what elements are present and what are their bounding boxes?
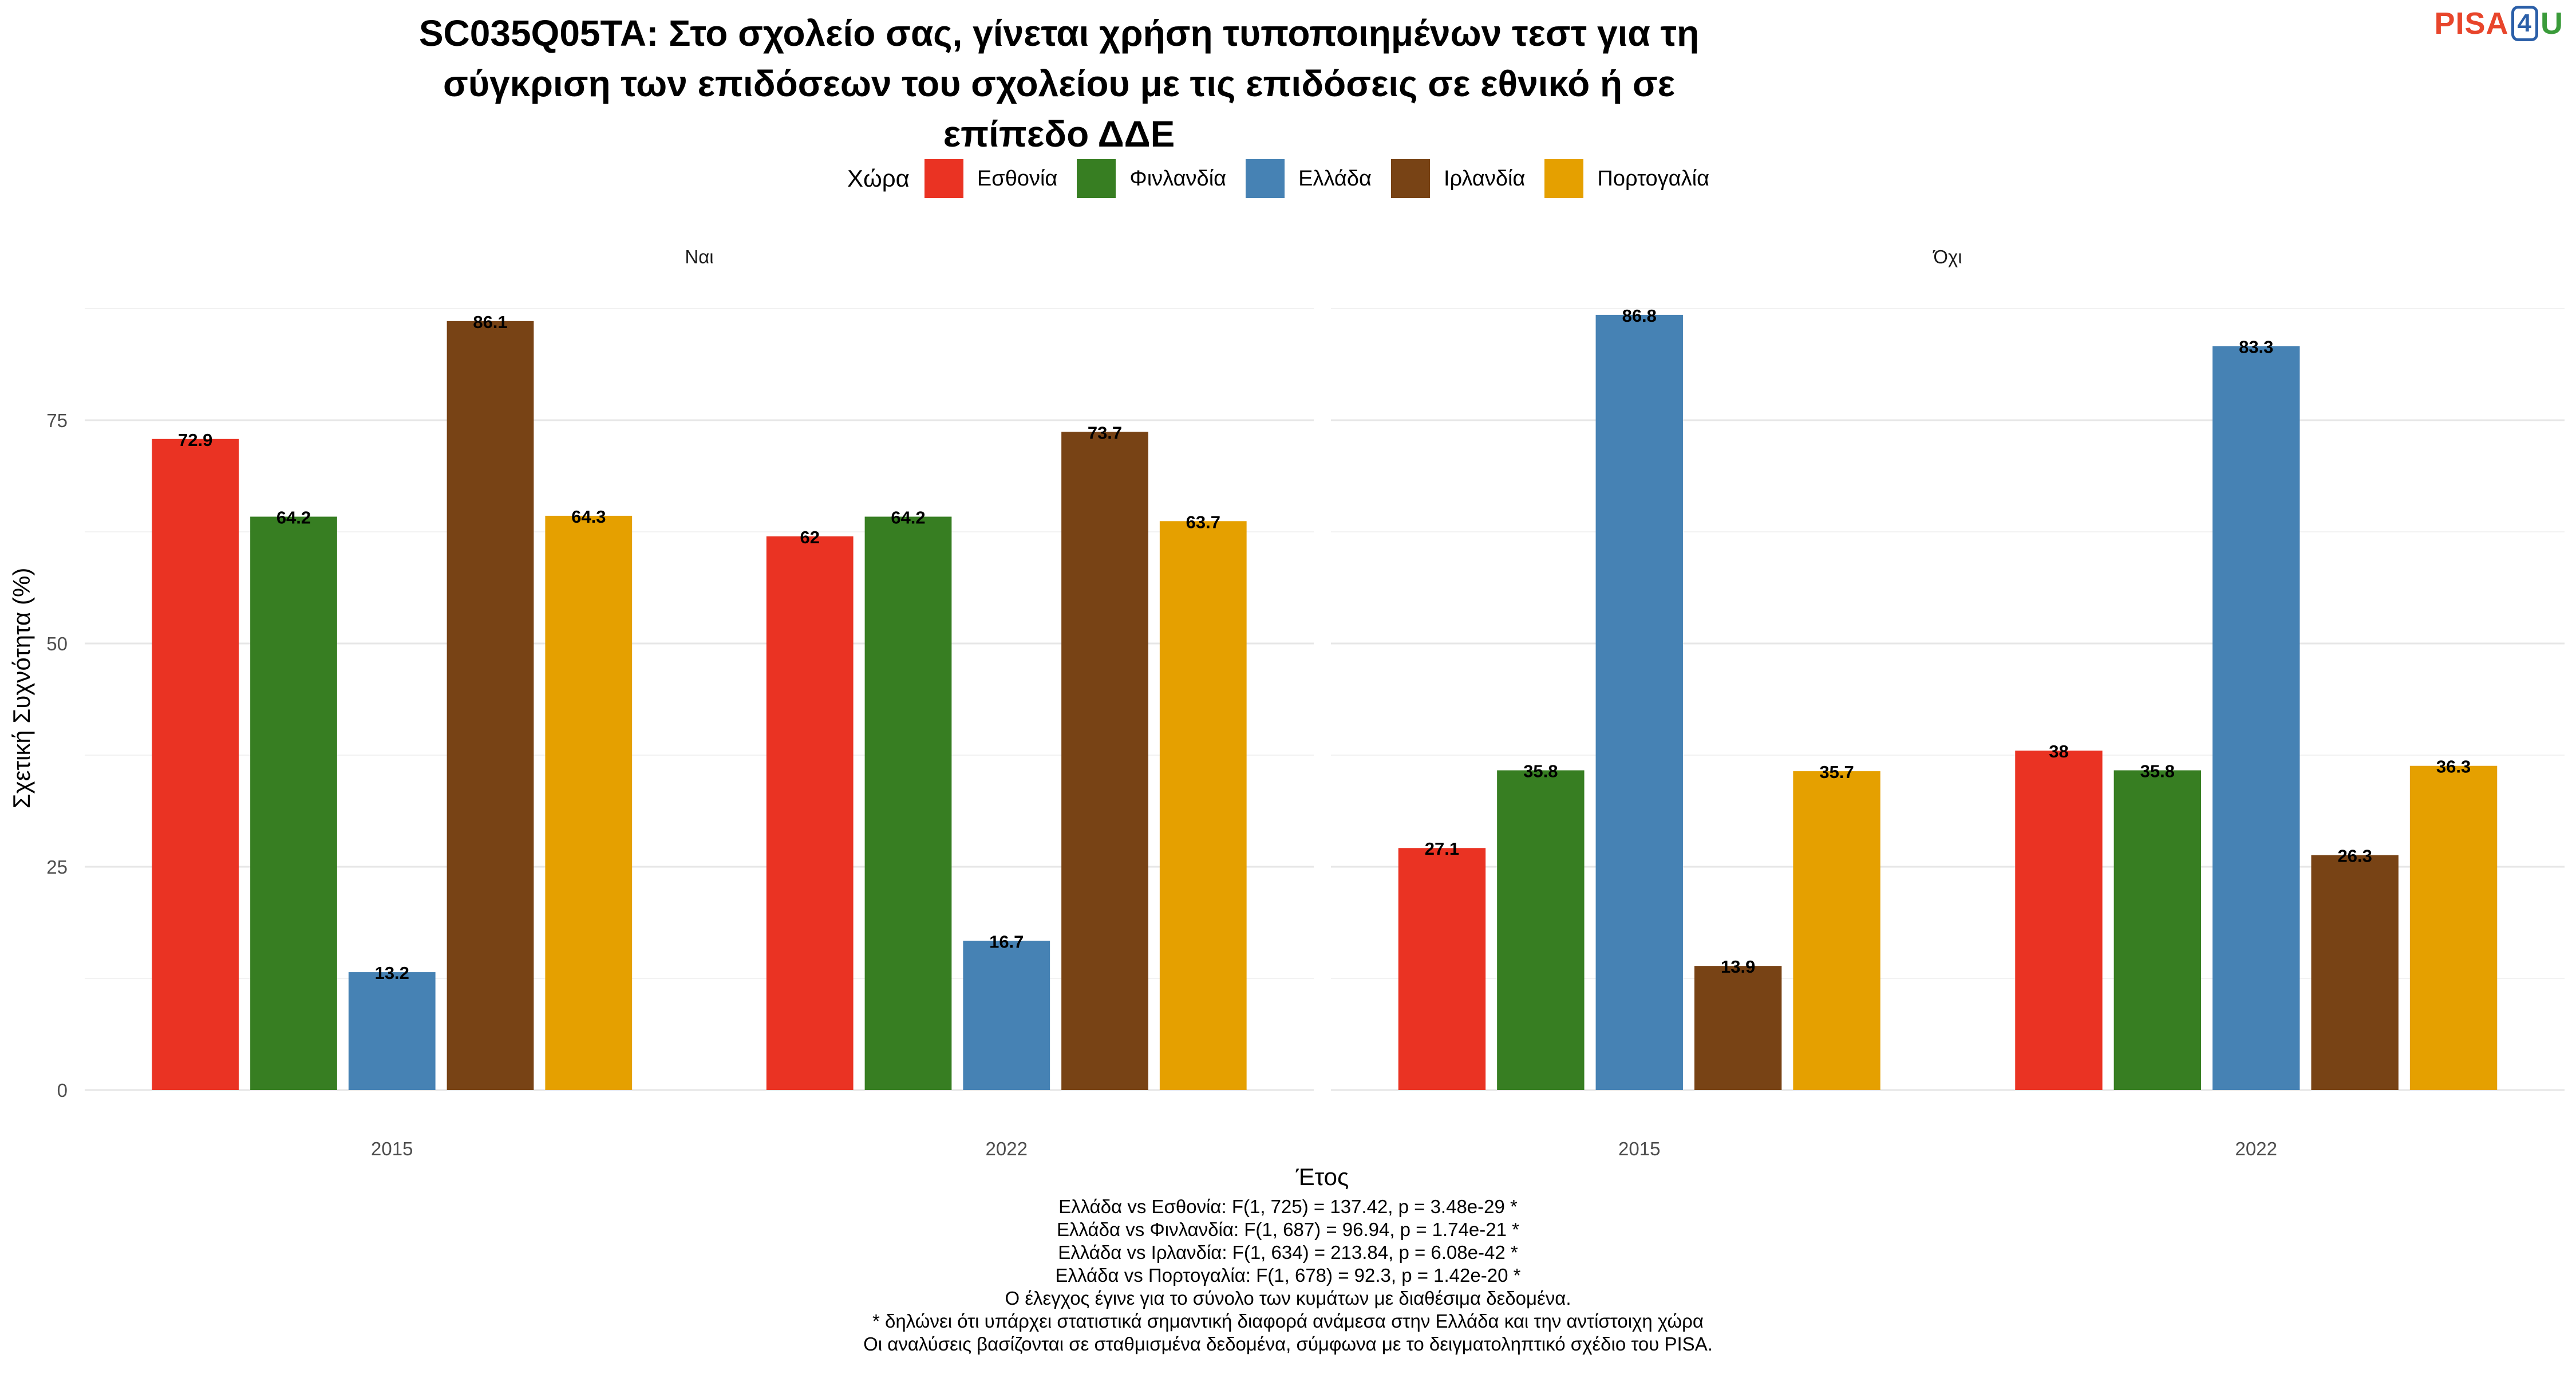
x-axis-label: Έτος <box>1295 1163 1349 1190</box>
legend-label: Εσθονία <box>977 166 1058 191</box>
data-label: 72.9 <box>178 430 212 450</box>
bar <box>2212 346 2300 1090</box>
data-label: 13.9 <box>1721 957 1755 977</box>
bar <box>1595 314 1683 1091</box>
data-label: 13.2 <box>375 963 409 983</box>
data-label: 35.8 <box>1523 761 1558 781</box>
bar <box>1793 771 1880 1090</box>
logo-text-left: PISA <box>2434 6 2509 41</box>
bar <box>545 515 633 1090</box>
bar <box>1159 521 1247 1090</box>
data-label: 35.8 <box>2140 761 2175 781</box>
x-tick-label: 2022 <box>2235 1138 2277 1159</box>
x-tick-label: 2015 <box>1618 1138 1660 1159</box>
data-label: 63.7 <box>1186 512 1220 532</box>
bar <box>1398 848 1486 1090</box>
legend-item: Ιρλανδία <box>1391 159 1525 198</box>
bar <box>250 516 337 1090</box>
legend-label: Φινλανδία <box>1129 166 1227 191</box>
data-label: 36.3 <box>2436 757 2471 777</box>
x-tick-label: 2022 <box>986 1138 1028 1159</box>
bar <box>864 516 952 1090</box>
bar <box>348 972 436 1090</box>
y-axis-label: Σχετική Συχνότητα (%) <box>8 568 35 809</box>
bar <box>1497 770 1585 1090</box>
data-label: 27.1 <box>1425 839 1459 859</box>
legend-item: Φινλανδία <box>1077 159 1226 198</box>
bar <box>152 439 239 1090</box>
legend-swatch <box>1391 159 1430 198</box>
panel-label: Ναι <box>685 246 713 267</box>
data-label: 64.3 <box>571 507 606 527</box>
footnote-line: Ελλάδα vs Ιρλανδία: F(1, 634) = 213.84, … <box>1058 1242 1518 1263</box>
data-label: 86.8 <box>1622 306 1657 326</box>
data-label: 62 <box>800 527 819 547</box>
legend-label: Ιρλανδία <box>1444 166 1526 191</box>
bar <box>2015 751 2103 1090</box>
data-label: 16.7 <box>989 931 1024 951</box>
y-tick-label: 50 <box>46 633 68 654</box>
legend-swatch <box>1077 159 1116 198</box>
pisa4u-logo: PISA 4 U <box>2434 6 2563 41</box>
title-line: επίπεδο ΔΔΕ <box>943 113 1175 155</box>
legend-item: Πορτογαλία <box>1544 159 1709 198</box>
legend-item: Ελλάδα <box>1246 159 1372 198</box>
legend-swatch <box>1246 159 1285 198</box>
legend: Χώρα Εσθονία Φινλανδία Ελλάδα Ιρλανδία Π… <box>0 159 2576 198</box>
y-tick-label: 75 <box>46 410 68 431</box>
data-label: 86.1 <box>473 312 507 332</box>
bar <box>1694 966 1782 1090</box>
bar <box>766 536 854 1090</box>
y-tick-label: 0 <box>57 1080 68 1101</box>
x-tick-label: 2015 <box>371 1138 413 1159</box>
chart-title: SC035Q05TA: Στο σχολείο σας, γίνεται χρή… <box>372 8 1746 159</box>
data-label: 38 <box>2049 741 2068 761</box>
title-line: σύγκριση των επιδόσεων του σχολείου με τ… <box>443 63 1675 104</box>
bar <box>2113 770 2202 1090</box>
logo-text-middle: 4 <box>2511 6 2538 41</box>
bar <box>2409 765 2498 1090</box>
footnote-line: * δηλώνει ότι υπάρχει στατιστικά σημαντι… <box>872 1310 1704 1332</box>
footnote-line: Ελλάδα vs Φινλανδία: F(1, 687) = 96.94, … <box>1057 1219 1519 1240</box>
footnote-line: Ελλάδα vs Εσθονία: F(1, 725) = 137.42, p… <box>1058 1196 1518 1217</box>
legend-title: Χώρα <box>847 165 910 192</box>
bar <box>1061 432 1148 1090</box>
footnote-line: Ο έλεγχος έγινε για το σύνολο των κυμάτω… <box>1005 1288 1571 1309</box>
legend-swatch <box>924 159 963 198</box>
data-label: 83.3 <box>2239 337 2273 357</box>
bar <box>963 941 1050 1090</box>
bar <box>2311 855 2399 1090</box>
panel-label: Όχι <box>1932 246 1962 267</box>
data-label: 64.2 <box>276 507 311 527</box>
logo-text-right: U <box>2541 6 2563 41</box>
legend-label: Ελλάδα <box>1298 166 1372 191</box>
data-label: 64.2 <box>891 507 925 527</box>
legend-swatch <box>1544 159 1584 198</box>
footnote-line: Οι αναλύσεις βασίζονται σε σταθμισμένα δ… <box>863 1333 1713 1355</box>
footnotes: Ελλάδα vs Εσθονία: F(1, 725) = 137.42, p… <box>0 1195 2576 1356</box>
legend-label: Πορτογαλία <box>1597 166 1710 191</box>
title-line: SC035Q05TA: Στο σχολείο σας, γίνεται χρή… <box>418 13 1700 54</box>
data-label: 26.3 <box>2337 846 2372 866</box>
y-tick-label: 25 <box>46 856 68 878</box>
data-label: 73.7 <box>1088 423 1122 443</box>
footnote-line: Ελλάδα vs Πορτογαλία: F(1, 678) = 92.3, … <box>1055 1265 1521 1286</box>
legend-item: Εσθονία <box>924 159 1057 198</box>
bar-chart: Σχετική Συχνότητα (%) 0 25 50 75 Ναι 2015 72.9 6… <box>8 246 2565 1190</box>
bar <box>447 321 534 1090</box>
data-label: 35.7 <box>1819 762 1854 782</box>
